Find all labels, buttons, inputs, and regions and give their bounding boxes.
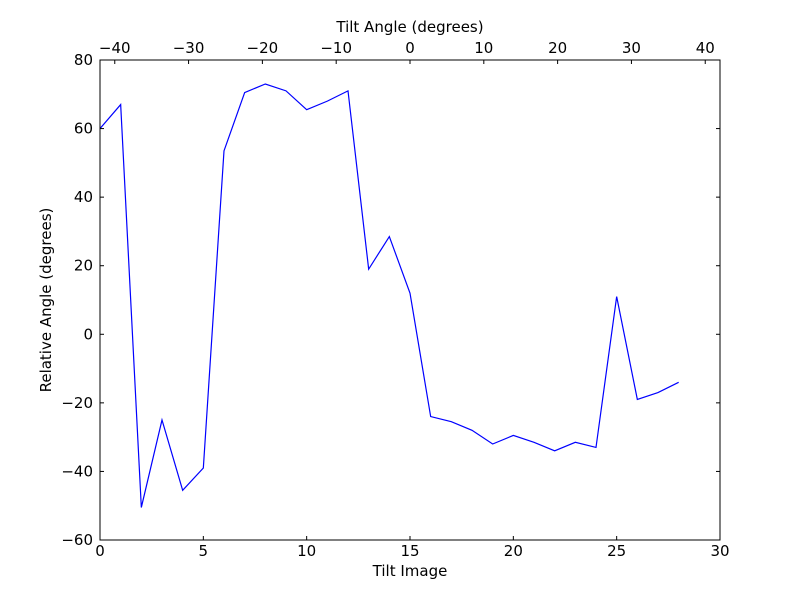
series-line-0 bbox=[99, 83, 679, 508]
x2-tick-label: −30 bbox=[173, 39, 205, 57]
y-tick-label: 20 bbox=[74, 257, 93, 275]
x-tick-label: 0 bbox=[95, 542, 105, 560]
tick-layer: 0 5 10 15 20 25 30 −40 −30 −20 −10 0 10 20 30 40 −60 −40 −… bbox=[61, 39, 729, 560]
x2-tick-label: 20 bbox=[548, 39, 567, 57]
x2-tick-label: 10 bbox=[474, 39, 493, 57]
x2-tick-label: 30 bbox=[622, 39, 641, 57]
x2-tick-label: 0 bbox=[405, 39, 415, 57]
y-tick-label: −40 bbox=[61, 462, 93, 480]
x-tick-label: 10 bbox=[297, 542, 316, 560]
y-tick-label: 40 bbox=[74, 188, 93, 206]
x-tick-label: 15 bbox=[400, 542, 419, 560]
x2-axis-title: Tilt Angle (degrees) bbox=[335, 18, 483, 36]
x2-tick-label: −40 bbox=[99, 39, 131, 57]
x-tick-label: 30 bbox=[710, 542, 729, 560]
y-axis-title: Relative Angle (degrees) bbox=[37, 208, 55, 393]
y-tick-label: 60 bbox=[74, 120, 93, 138]
plot-background bbox=[100, 60, 720, 540]
x-tick-label: 5 bbox=[199, 542, 209, 560]
series-layer bbox=[99, 83, 679, 508]
x-tick-label: 25 bbox=[607, 542, 626, 560]
y-tick-label: −20 bbox=[61, 394, 93, 412]
plot-frame bbox=[99, 59, 721, 541]
y-tick-label: −60 bbox=[61, 531, 93, 549]
x-axis-title: Tilt Image bbox=[372, 562, 448, 580]
x2-tick-label: 40 bbox=[696, 39, 715, 57]
x2-tick-label: −20 bbox=[247, 39, 279, 57]
y-tick-label: 80 bbox=[74, 51, 93, 69]
y-tick-label: 0 bbox=[83, 325, 93, 343]
x-tick-label: 20 bbox=[504, 542, 523, 560]
x2-tick-label: −10 bbox=[320, 39, 352, 57]
